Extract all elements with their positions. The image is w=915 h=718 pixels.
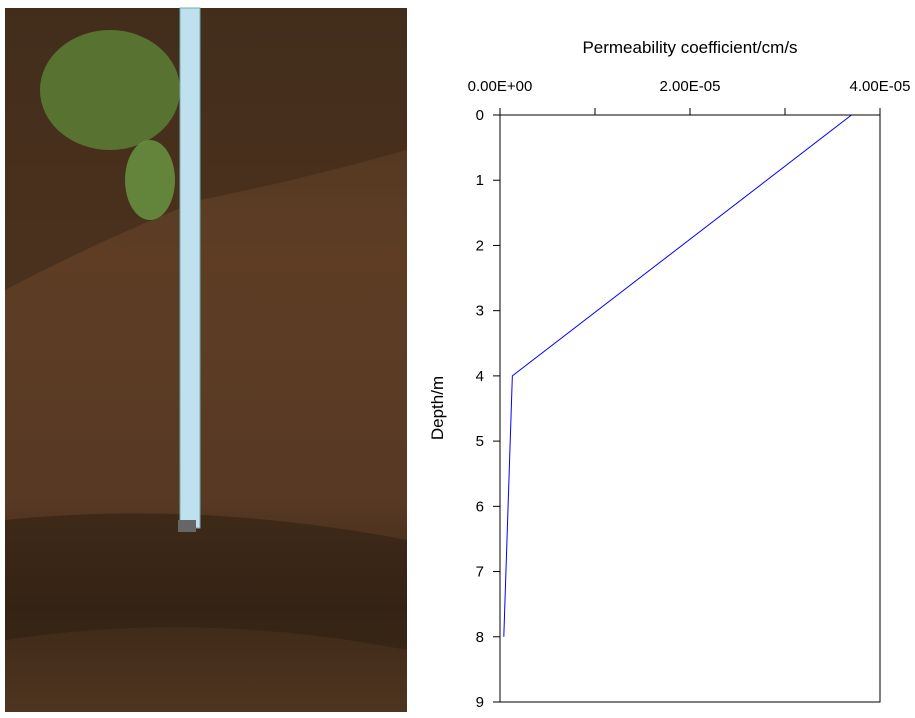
y-axis-label: Depth/m xyxy=(428,376,447,440)
x-tick-label: 4.00E-05 xyxy=(850,78,911,95)
y-tick-label: 1 xyxy=(476,172,484,189)
x-tick-label: 2.00E-05 xyxy=(660,78,721,95)
y-tick-label: 2 xyxy=(476,237,484,254)
y-tick-label: 7 xyxy=(476,564,484,581)
x-tick-label: 0.00E+00 xyxy=(468,78,533,95)
y-tick-label: 3 xyxy=(476,303,484,320)
x-axis-label: Permeability coefficient/cm/s xyxy=(582,38,797,57)
soil-photo xyxy=(5,7,407,712)
plot-frame xyxy=(499,114,881,703)
y-tick-label: 0 xyxy=(476,107,484,124)
y-tick-label: 5 xyxy=(476,433,484,450)
y-tick-label: 4 xyxy=(476,368,484,385)
y-tick-label: 8 xyxy=(476,629,484,646)
y-tick-label: 9 xyxy=(476,694,484,711)
data-line xyxy=(503,114,852,637)
y-tick-label: 6 xyxy=(476,498,484,515)
